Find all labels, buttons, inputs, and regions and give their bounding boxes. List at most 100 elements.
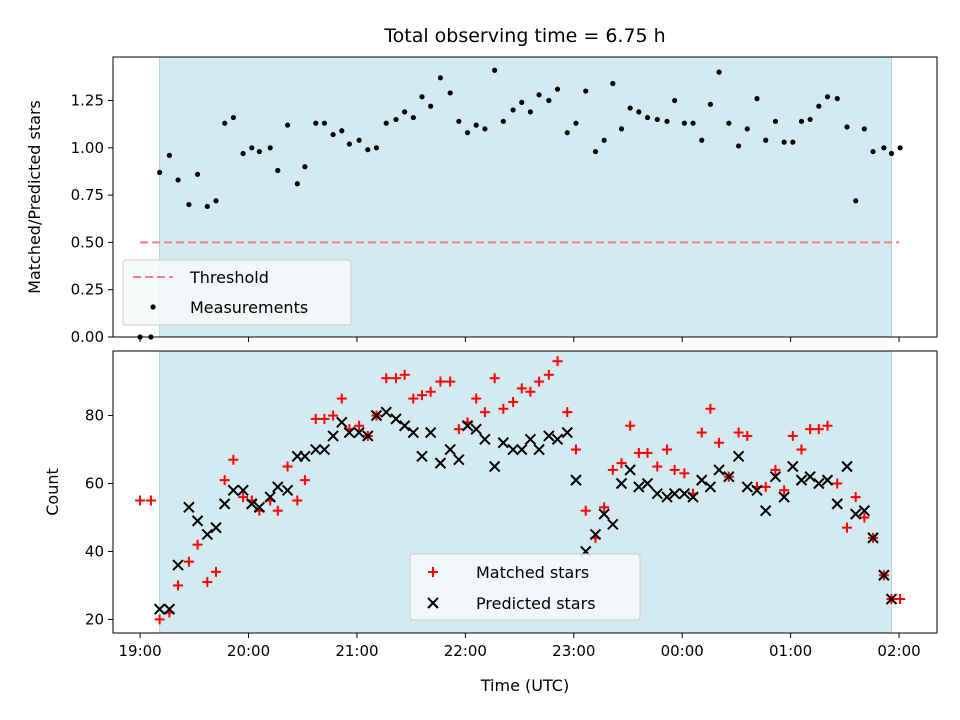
predicted-point xyxy=(633,481,645,493)
predicted-point xyxy=(479,433,491,446)
measurement-point xyxy=(204,203,210,210)
y-axis-label-bottom: Count xyxy=(43,468,62,516)
y-tick-label: 20 xyxy=(85,610,104,628)
measurement-point xyxy=(157,169,163,176)
predicted-point xyxy=(507,443,519,456)
predicted-point xyxy=(264,491,276,503)
predicted-point-b xyxy=(237,484,249,497)
matched-point xyxy=(733,427,744,438)
predicted-point-b xyxy=(434,457,447,469)
predicted-point-b xyxy=(759,504,772,517)
matched-point xyxy=(662,444,673,455)
x-tick-label: 19:00 xyxy=(118,642,161,660)
matched-point xyxy=(154,614,165,625)
measurement-point xyxy=(726,120,732,126)
legend-measurements-label: Measurements xyxy=(190,298,308,317)
predicted-point-b xyxy=(787,460,799,473)
measurement-point xyxy=(519,99,525,106)
matched-point xyxy=(272,505,283,516)
predicted-point-b xyxy=(651,487,663,500)
legend-top: Threshold Measurements xyxy=(122,259,352,326)
y-tick-label: 40 xyxy=(85,542,104,560)
predicted-point xyxy=(299,450,311,463)
predicted-point xyxy=(191,515,204,527)
predicted-point xyxy=(318,443,331,456)
measurement-point xyxy=(294,181,300,187)
predicted-point-b xyxy=(607,518,619,530)
measurement-point xyxy=(881,145,887,151)
measurement-point xyxy=(428,103,434,109)
predicted-point xyxy=(668,487,681,500)
measurement-point xyxy=(610,80,616,87)
matched-point xyxy=(299,475,310,486)
axis-ticks-top: 0.00 0.25 0.50 0.75 1.00 1.25 xyxy=(71,92,900,346)
x-tick-label: 01:00 xyxy=(769,642,812,660)
matched-point xyxy=(895,594,906,605)
measurement-point xyxy=(373,145,380,151)
matched-point xyxy=(570,444,581,455)
predicted-point xyxy=(641,477,654,490)
measurement-point xyxy=(699,137,705,143)
predicted-point-b xyxy=(813,477,825,490)
predicted-point xyxy=(831,498,843,510)
measurement-point xyxy=(256,148,262,155)
measurement-point xyxy=(546,97,552,104)
measurement-point xyxy=(897,145,903,151)
predicted-point xyxy=(424,426,437,439)
measurement-point xyxy=(573,120,579,126)
predicted-point xyxy=(821,474,834,486)
measurement-point xyxy=(664,118,670,124)
predicted-point-b xyxy=(299,450,311,463)
predicted-point-b xyxy=(704,481,717,493)
predicted-point-b xyxy=(370,409,383,422)
predicted-point-b xyxy=(210,521,222,534)
predicted-point-b xyxy=(661,491,673,503)
predicted-point-b xyxy=(641,477,654,490)
measurement-point xyxy=(636,109,642,115)
top-panel: Total observing time = 6.75 h Matched/Pr… xyxy=(25,25,938,346)
measurement-point xyxy=(824,94,831,100)
measurement-point xyxy=(627,105,633,111)
matched-point xyxy=(479,407,490,418)
measurement-point xyxy=(186,201,192,208)
matched-point xyxy=(219,475,230,486)
predicted-point-b xyxy=(633,481,645,493)
legend-matched-swatch xyxy=(428,567,438,577)
predicted-point xyxy=(370,409,383,422)
predicted-point xyxy=(813,477,825,490)
matched-point xyxy=(238,492,249,503)
y-tick-label: 0.75 xyxy=(71,186,104,204)
predicted-point-b xyxy=(488,460,501,473)
predicted-point-b xyxy=(624,464,636,476)
matched-point xyxy=(679,468,690,479)
predicted-point-b xyxy=(713,464,725,476)
measurement-point xyxy=(456,118,462,124)
measurement-point xyxy=(346,141,352,147)
y-tick-label: 0.50 xyxy=(71,233,104,251)
measurement-point xyxy=(681,120,687,126)
predicted-point-b xyxy=(424,426,437,439)
predicted-point xyxy=(343,426,356,439)
axes-frame-bottom xyxy=(112,350,938,634)
measurement-point xyxy=(175,177,181,183)
predicted-point-b xyxy=(272,481,284,493)
measurement-point xyxy=(583,88,589,94)
predicted-point-b xyxy=(589,528,602,541)
matched-point xyxy=(842,522,853,533)
predicted-point-b xyxy=(858,504,871,517)
legend-predicted-label: Predicted stars xyxy=(476,594,596,613)
predicted-point xyxy=(769,471,782,483)
predicted-point-b xyxy=(804,471,816,483)
bottom-panel: Count Time (UTC) 20 40 60 80 19:00 20:00 21:00… xyxy=(43,350,938,695)
predicted-point xyxy=(201,528,214,541)
matched-point xyxy=(813,424,824,435)
predicted-point xyxy=(841,460,853,473)
predicted-point xyxy=(885,593,898,605)
measurement-point xyxy=(240,150,246,157)
predicted-point-b xyxy=(327,430,339,442)
predicted-point xyxy=(390,413,402,425)
axes-frame-top xyxy=(112,56,938,338)
measurement-point xyxy=(853,198,859,204)
measurement-point xyxy=(321,120,328,126)
